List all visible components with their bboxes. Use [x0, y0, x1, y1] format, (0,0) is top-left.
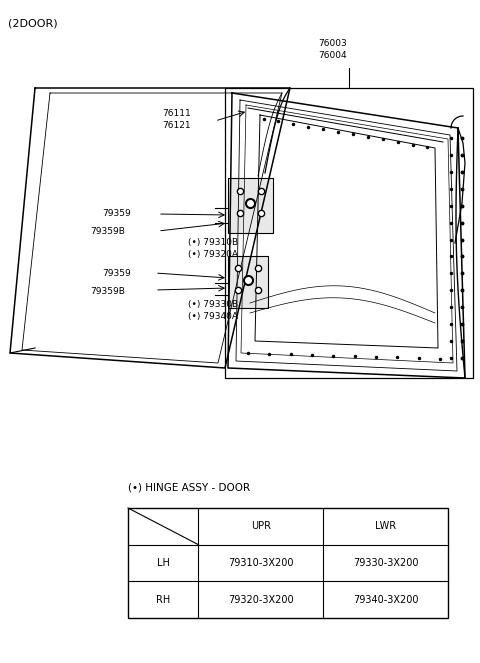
Text: 79359B: 79359B	[90, 286, 125, 296]
Text: (•) 79340A: (•) 79340A	[188, 312, 238, 322]
Bar	[128, 508, 448, 618]
Text: 79359: 79359	[102, 269, 131, 278]
Text: 79310-3X200: 79310-3X200	[228, 558, 294, 568]
Text: 76004: 76004	[319, 51, 348, 60]
Bar	[228, 256, 268, 308]
Text: (•) HINGE ASSY - DOOR: (•) HINGE ASSY - DOOR	[128, 483, 250, 493]
Text: 79320-3X200: 79320-3X200	[228, 595, 294, 605]
Text: (•) 79310B: (•) 79310B	[188, 239, 238, 247]
Text: 76111: 76111	[162, 109, 191, 118]
Text: 76121: 76121	[162, 121, 191, 130]
Text: RH: RH	[156, 595, 170, 605]
Text: 79359B: 79359B	[90, 227, 125, 235]
Bar	[228, 178, 273, 233]
Text: (•) 79320A: (•) 79320A	[188, 251, 238, 259]
Text: 79340-3X200: 79340-3X200	[353, 595, 419, 605]
Text: 79359: 79359	[102, 208, 131, 217]
Bar	[225, 88, 473, 378]
Text: LH: LH	[157, 558, 169, 568]
Text: 76003: 76003	[319, 39, 348, 48]
Text: (•) 79330B: (•) 79330B	[188, 300, 238, 310]
Text: 79330-3X200: 79330-3X200	[353, 558, 419, 568]
Text: (2DOOR): (2DOOR)	[8, 18, 58, 28]
Text: LWR: LWR	[375, 521, 396, 531]
Text: UPR: UPR	[251, 521, 271, 531]
